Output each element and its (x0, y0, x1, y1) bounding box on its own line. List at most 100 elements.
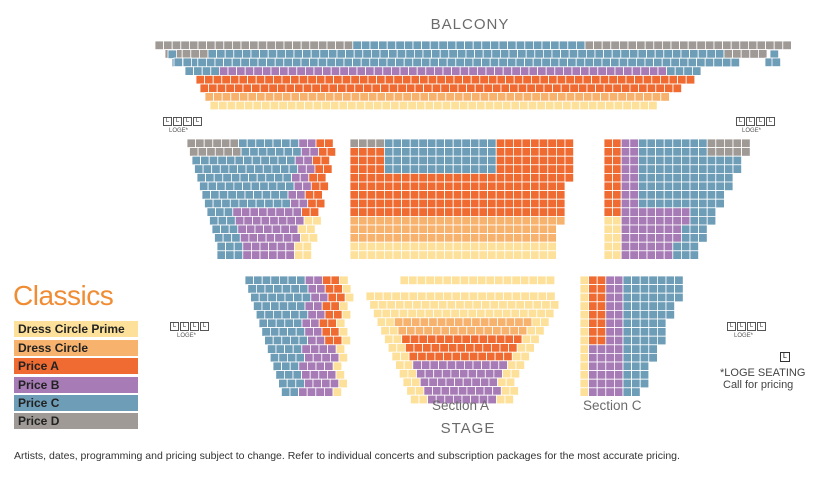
seat[interactable] (588, 335, 598, 346)
seat[interactable] (579, 318, 590, 329)
seat[interactable] (715, 155, 725, 166)
seat[interactable] (462, 92, 473, 102)
seat[interactable] (488, 317, 498, 327)
seat[interactable] (225, 241, 235, 252)
seat[interactable] (622, 327, 633, 337)
seat[interactable] (520, 291, 530, 302)
seat[interactable] (546, 291, 556, 302)
seat[interactable] (563, 66, 573, 76)
seat[interactable] (167, 49, 178, 60)
seat[interactable] (444, 75, 455, 85)
seat[interactable] (335, 318, 346, 329)
seat[interactable] (442, 275, 453, 286)
seat[interactable] (392, 233, 403, 243)
seat[interactable] (372, 100, 383, 111)
seat[interactable] (308, 233, 319, 243)
seat[interactable] (433, 66, 444, 76)
seat[interactable] (505, 317, 516, 327)
seat[interactable] (579, 275, 590, 286)
seat[interactable] (629, 83, 640, 94)
seat[interactable] (264, 335, 274, 346)
seat[interactable] (423, 83, 433, 94)
seat[interactable] (499, 49, 510, 59)
seat[interactable] (543, 49, 553, 59)
seat[interactable] (648, 292, 658, 303)
seat[interactable] (306, 387, 317, 397)
seat[interactable] (603, 181, 614, 192)
seat[interactable] (506, 360, 517, 370)
seat[interactable] (553, 100, 564, 111)
seat[interactable] (309, 207, 320, 217)
seat[interactable] (622, 361, 633, 372)
seat[interactable] (513, 198, 523, 209)
seat[interactable] (556, 138, 566, 149)
seat[interactable] (450, 308, 460, 319)
seat[interactable] (452, 198, 463, 209)
seat[interactable] (278, 327, 289, 337)
seat[interactable] (395, 40, 405, 51)
seat[interactable] (638, 241, 648, 252)
seat[interactable] (739, 40, 749, 51)
seat[interactable] (366, 198, 377, 209)
seat[interactable] (575, 57, 586, 68)
seat[interactable] (558, 57, 569, 68)
seat[interactable] (232, 207, 242, 217)
seat[interactable] (627, 40, 638, 51)
loge-seat[interactable]: L (757, 322, 766, 331)
seat[interactable] (531, 75, 541, 85)
seat[interactable] (275, 370, 285, 380)
seat[interactable] (334, 57, 345, 68)
seat[interactable] (364, 100, 374, 111)
seat[interactable] (231, 40, 242, 51)
seat[interactable] (310, 292, 320, 303)
seat[interactable] (217, 215, 228, 226)
seat[interactable] (261, 100, 271, 111)
seat[interactable] (605, 335, 615, 346)
seat[interactable] (672, 233, 682, 243)
seat[interactable] (479, 75, 489, 85)
seat[interactable] (434, 351, 444, 362)
seat[interactable] (239, 233, 250, 243)
seat[interactable] (395, 360, 405, 370)
seat[interactable] (538, 198, 549, 209)
seat[interactable] (409, 198, 420, 209)
seat[interactable] (350, 75, 360, 85)
seat[interactable] (234, 215, 245, 226)
seat[interactable] (692, 66, 702, 76)
seat[interactable] (261, 190, 272, 200)
seat[interactable] (413, 343, 424, 353)
seat[interactable] (504, 394, 515, 405)
seat[interactable] (278, 190, 289, 200)
seat[interactable] (605, 327, 615, 337)
seat[interactable] (298, 309, 309, 320)
seat[interactable] (435, 241, 446, 252)
seat[interactable] (713, 57, 723, 68)
seat[interactable] (648, 352, 658, 363)
seat[interactable] (402, 92, 412, 102)
seat[interactable] (238, 75, 249, 85)
seat[interactable] (375, 224, 385, 235)
seat[interactable] (583, 92, 593, 102)
seat[interactable] (274, 233, 284, 243)
seat[interactable] (638, 147, 648, 157)
seat[interactable] (264, 284, 275, 294)
seat[interactable] (255, 75, 266, 85)
seat[interactable] (521, 147, 532, 157)
seat[interactable] (375, 147, 385, 157)
seat[interactable] (605, 344, 615, 354)
seat[interactable] (732, 164, 743, 174)
seat[interactable] (330, 301, 340, 311)
seat[interactable] (530, 207, 540, 217)
seat[interactable] (620, 164, 631, 174)
seat[interactable] (401, 190, 411, 200)
seat[interactable] (646, 83, 657, 94)
seat[interactable] (672, 155, 682, 166)
seat[interactable] (769, 49, 780, 60)
seat[interactable] (639, 284, 650, 294)
seat[interactable] (547, 164, 557, 174)
seat[interactable] (257, 233, 267, 243)
seat[interactable] (631, 335, 641, 346)
seat[interactable] (401, 147, 411, 157)
seat[interactable] (603, 172, 614, 183)
seat[interactable] (513, 155, 523, 166)
